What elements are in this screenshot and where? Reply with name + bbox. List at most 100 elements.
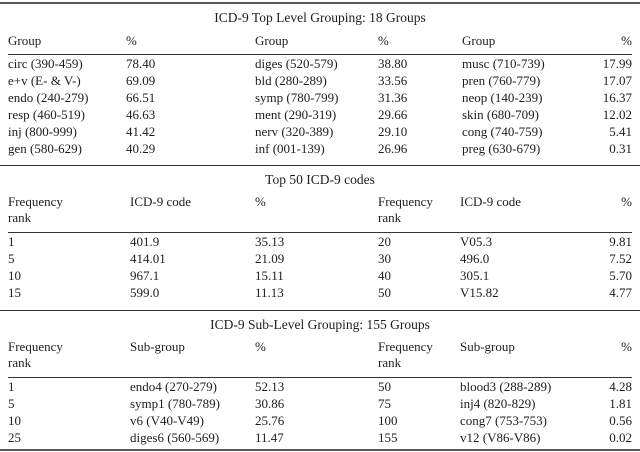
rank-cell: 1 <box>8 234 15 249</box>
percent-cell: 35.13 <box>255 234 285 249</box>
sub-level-grouping-table: Frequency rank Sub-group % Frequency ran… <box>8 336 632 446</box>
column-header: % <box>378 29 462 55</box>
percent-cell: 5.70 <box>609 268 632 283</box>
percent-cell: 0.56 <box>609 413 632 428</box>
percent-cell: 5.41 <box>609 124 632 139</box>
group-cell: e+v (E- & V-) <box>8 73 81 88</box>
rank-cell: 5 <box>8 396 15 411</box>
percent-cell: 0.31 <box>609 141 632 156</box>
subgroup-cell: cong7 (753-753) <box>460 413 548 428</box>
group-cell: cong (740-759) <box>462 124 543 139</box>
percent-cell: 4.28 <box>609 379 632 394</box>
column-header: Sub-group <box>130 336 255 378</box>
group-cell: inj (800-999) <box>8 124 77 139</box>
percent-cell: 66.51 <box>126 90 156 105</box>
bottom-rule <box>0 449 640 451</box>
subgroup-cell: v12 (V86-V86) <box>460 430 541 445</box>
group-cell: circ (390-459) <box>8 56 83 71</box>
group-cell: bld (280-289) <box>255 73 327 88</box>
table-row: inj (800-999) 41.42 nerv (320-389) 29.10… <box>8 123 632 140</box>
section-title: Top 50 ICD-9 codes <box>265 172 375 187</box>
column-header: Group <box>255 29 378 55</box>
percent-cell: 38.80 <box>378 56 408 71</box>
percent-cell: 16.37 <box>602 90 632 105</box>
code-cell: 305.1 <box>460 268 490 283</box>
rank-cell: 50 <box>378 379 391 394</box>
percent-cell: 21.09 <box>255 251 285 266</box>
table-row: 5 symp1 (780-789) 30.86 75 inj4 (820-829… <box>8 395 632 412</box>
column-header: % <box>552 29 632 55</box>
column-header: Frequency rank <box>8 336 130 378</box>
column-header: Frequency rank <box>8 191 130 233</box>
column-header: Frequency rank <box>378 336 460 378</box>
column-header: % <box>255 191 378 233</box>
top-level-grouping-table: Group % Group % Group % circ (390-459) 7… <box>8 29 632 157</box>
percent-cell: 46.63 <box>126 107 156 122</box>
percent-cell: 26.96 <box>378 141 408 156</box>
percent-cell: 33.56 <box>378 73 408 88</box>
group-cell: diges (520-579) <box>255 56 338 71</box>
group-cell: pren (760-779) <box>462 73 541 88</box>
top-rule <box>0 2 640 4</box>
subgroup-cell: inj4 (820-829) <box>460 396 536 411</box>
percent-cell: 1.81 <box>609 396 632 411</box>
rank-cell: 40 <box>378 268 391 283</box>
percent-cell: 17.07 <box>602 73 632 88</box>
table-row: e+v (E- & V-) 69.09 bld (280-289) 33.56 … <box>8 72 632 89</box>
percent-cell: 52.13 <box>255 379 285 394</box>
group-cell: resp (460-519) <box>8 107 85 122</box>
section-sub-level-grouping: ICD-9 Sub-Level Grouping: 155 Groups Fre… <box>0 311 640 446</box>
group-cell: endo (240-279) <box>8 90 89 105</box>
percent-cell: 7.52 <box>609 251 632 266</box>
section-title: ICD-9 Top Level Grouping: 18 Groups <box>214 10 426 25</box>
group-cell: skin (680-709) <box>462 107 539 122</box>
rank-cell: 100 <box>378 413 398 428</box>
group-cell: musc (710-739) <box>462 56 545 71</box>
column-header: ICD-9 code <box>130 191 255 233</box>
table-row: 25 diges6 (560-569) 11.47 155 v12 (V86-V… <box>8 429 632 446</box>
subgroup-cell: diges6 (560-569) <box>130 430 220 445</box>
rank-cell: 75 <box>378 396 391 411</box>
table-row: 10 967.1 15.11 40 305.1 5.70 <box>8 267 632 284</box>
header-row: Group % Group % Group % <box>8 29 632 55</box>
section-top-level-grouping: ICD-9 Top Level Grouping: 18 Groups Grou… <box>0 4 640 157</box>
table-row: 5 414.01 21.09 30 496.0 7.52 <box>8 250 632 267</box>
rank-cell: 25 <box>8 430 21 445</box>
percent-cell: 9.81 <box>609 234 632 249</box>
percent-cell: 69.09 <box>126 73 156 88</box>
percent-cell: 29.10 <box>378 124 408 139</box>
percent-cell: 40.29 <box>126 141 156 156</box>
code-cell: 401.9 <box>130 234 160 249</box>
group-cell: inf (001-139) <box>255 141 325 156</box>
percent-cell: 15.11 <box>255 268 284 283</box>
rank-cell: 1 <box>8 379 15 394</box>
percent-cell: 31.36 <box>378 90 408 105</box>
rank-cell: 30 <box>378 251 391 266</box>
column-header: Group <box>462 29 552 55</box>
group-cell: symp (780-799) <box>255 90 339 105</box>
header-row: Frequency rank ICD-9 code % Frequency ra… <box>8 191 632 233</box>
column-header: % <box>552 191 632 233</box>
section-divider-rule <box>0 165 640 166</box>
section-divider-rule <box>0 310 640 311</box>
column-header: % <box>126 29 255 55</box>
code-cell: V15.82 <box>460 285 499 300</box>
column-header: % <box>552 336 632 378</box>
percent-cell: 0.02 <box>609 430 632 445</box>
column-header: ICD-9 code <box>460 191 552 233</box>
rank-cell: 5 <box>8 251 15 266</box>
header-row: Frequency rank Sub-group % Frequency ran… <box>8 336 632 378</box>
column-header: Frequency rank <box>378 191 460 233</box>
percent-cell: 78.40 <box>126 56 156 71</box>
table-row: 1 endo4 (270-279) 52.13 50 blood3 (288-2… <box>8 378 632 396</box>
table-row: endo (240-279) 66.51 symp (780-799) 31.3… <box>8 89 632 106</box>
column-header: Sub-group <box>460 336 552 378</box>
subgroup-cell: blood3 (288-289) <box>460 379 552 394</box>
table-row: resp (460-519) 46.63 ment (290-319) 29.6… <box>8 106 632 123</box>
percent-cell: 17.99 <box>602 56 632 71</box>
rank-cell: 10 <box>8 413 21 428</box>
subgroup-cell: v6 (V40-V49) <box>130 413 205 428</box>
group-cell: gen (580-629) <box>8 141 83 156</box>
percent-cell: 29.66 <box>378 107 408 122</box>
